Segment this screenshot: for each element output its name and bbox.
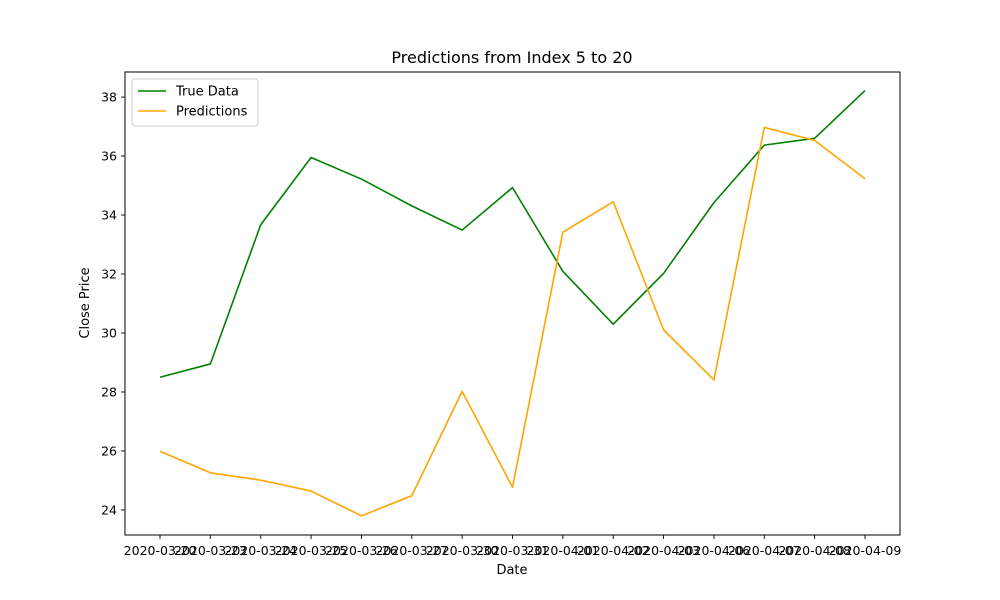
x-tick-label: 2020-04-01 — [527, 543, 600, 558]
x-tick-label: 2020-03-31 — [476, 543, 549, 558]
chart-title: Predictions from Index 5 to 20 — [391, 48, 632, 67]
legend: True Data Predictions — [131, 78, 259, 127]
x-tick-label: 2020-03-24 — [224, 543, 297, 558]
y-tick-label: 30 — [101, 325, 117, 340]
y-tick-label: 36 — [101, 149, 117, 164]
x-tick-label: 2020-03-27 — [375, 543, 448, 558]
x-tick-label: 2020-04-09 — [829, 543, 902, 558]
y-tick-label: 28 — [101, 384, 117, 399]
x-tick-label: 2020-04-06 — [678, 543, 751, 558]
x-tick-label: 2020-04-07 — [728, 543, 801, 558]
x-tick-label: 2020-03-23 — [174, 543, 247, 558]
x-tick-label: 2020-03-20 — [124, 543, 197, 558]
x-axis: 2020-03-202020-03-232020-03-242020-03-25… — [124, 535, 902, 558]
x-axis-label: Date — [496, 563, 527, 578]
y-tick-label: 32 — [101, 267, 117, 282]
x-tick-label: 2020-04-08 — [778, 543, 851, 558]
series-line-predictions — [159, 126, 866, 517]
legend-label: True Data — [175, 85, 239, 100]
y-tick-label: 38 — [101, 90, 117, 105]
series-line-true-data — [159, 89, 866, 379]
x-tick-label: 2020-03-26 — [325, 543, 398, 558]
x-tick-label: 2020-03-30 — [426, 543, 499, 558]
legend-label: Predictions — [176, 105, 248, 120]
y-axis: 24 26 28 30 32 34 36 38 — [101, 90, 125, 517]
series-lines — [159, 89, 866, 517]
y-tick-label: 24 — [101, 502, 117, 517]
x-tick-label: 2020-04-03 — [627, 543, 700, 558]
y-axis-label: Close Price — [78, 267, 93, 338]
x-tick-label: 2020-03-25 — [275, 543, 348, 558]
y-tick-label: 34 — [101, 208, 117, 223]
x-tick-label: 2020-04-02 — [577, 543, 650, 558]
plot-area-frame — [124, 71, 901, 536]
y-tick-label: 26 — [101, 443, 117, 458]
